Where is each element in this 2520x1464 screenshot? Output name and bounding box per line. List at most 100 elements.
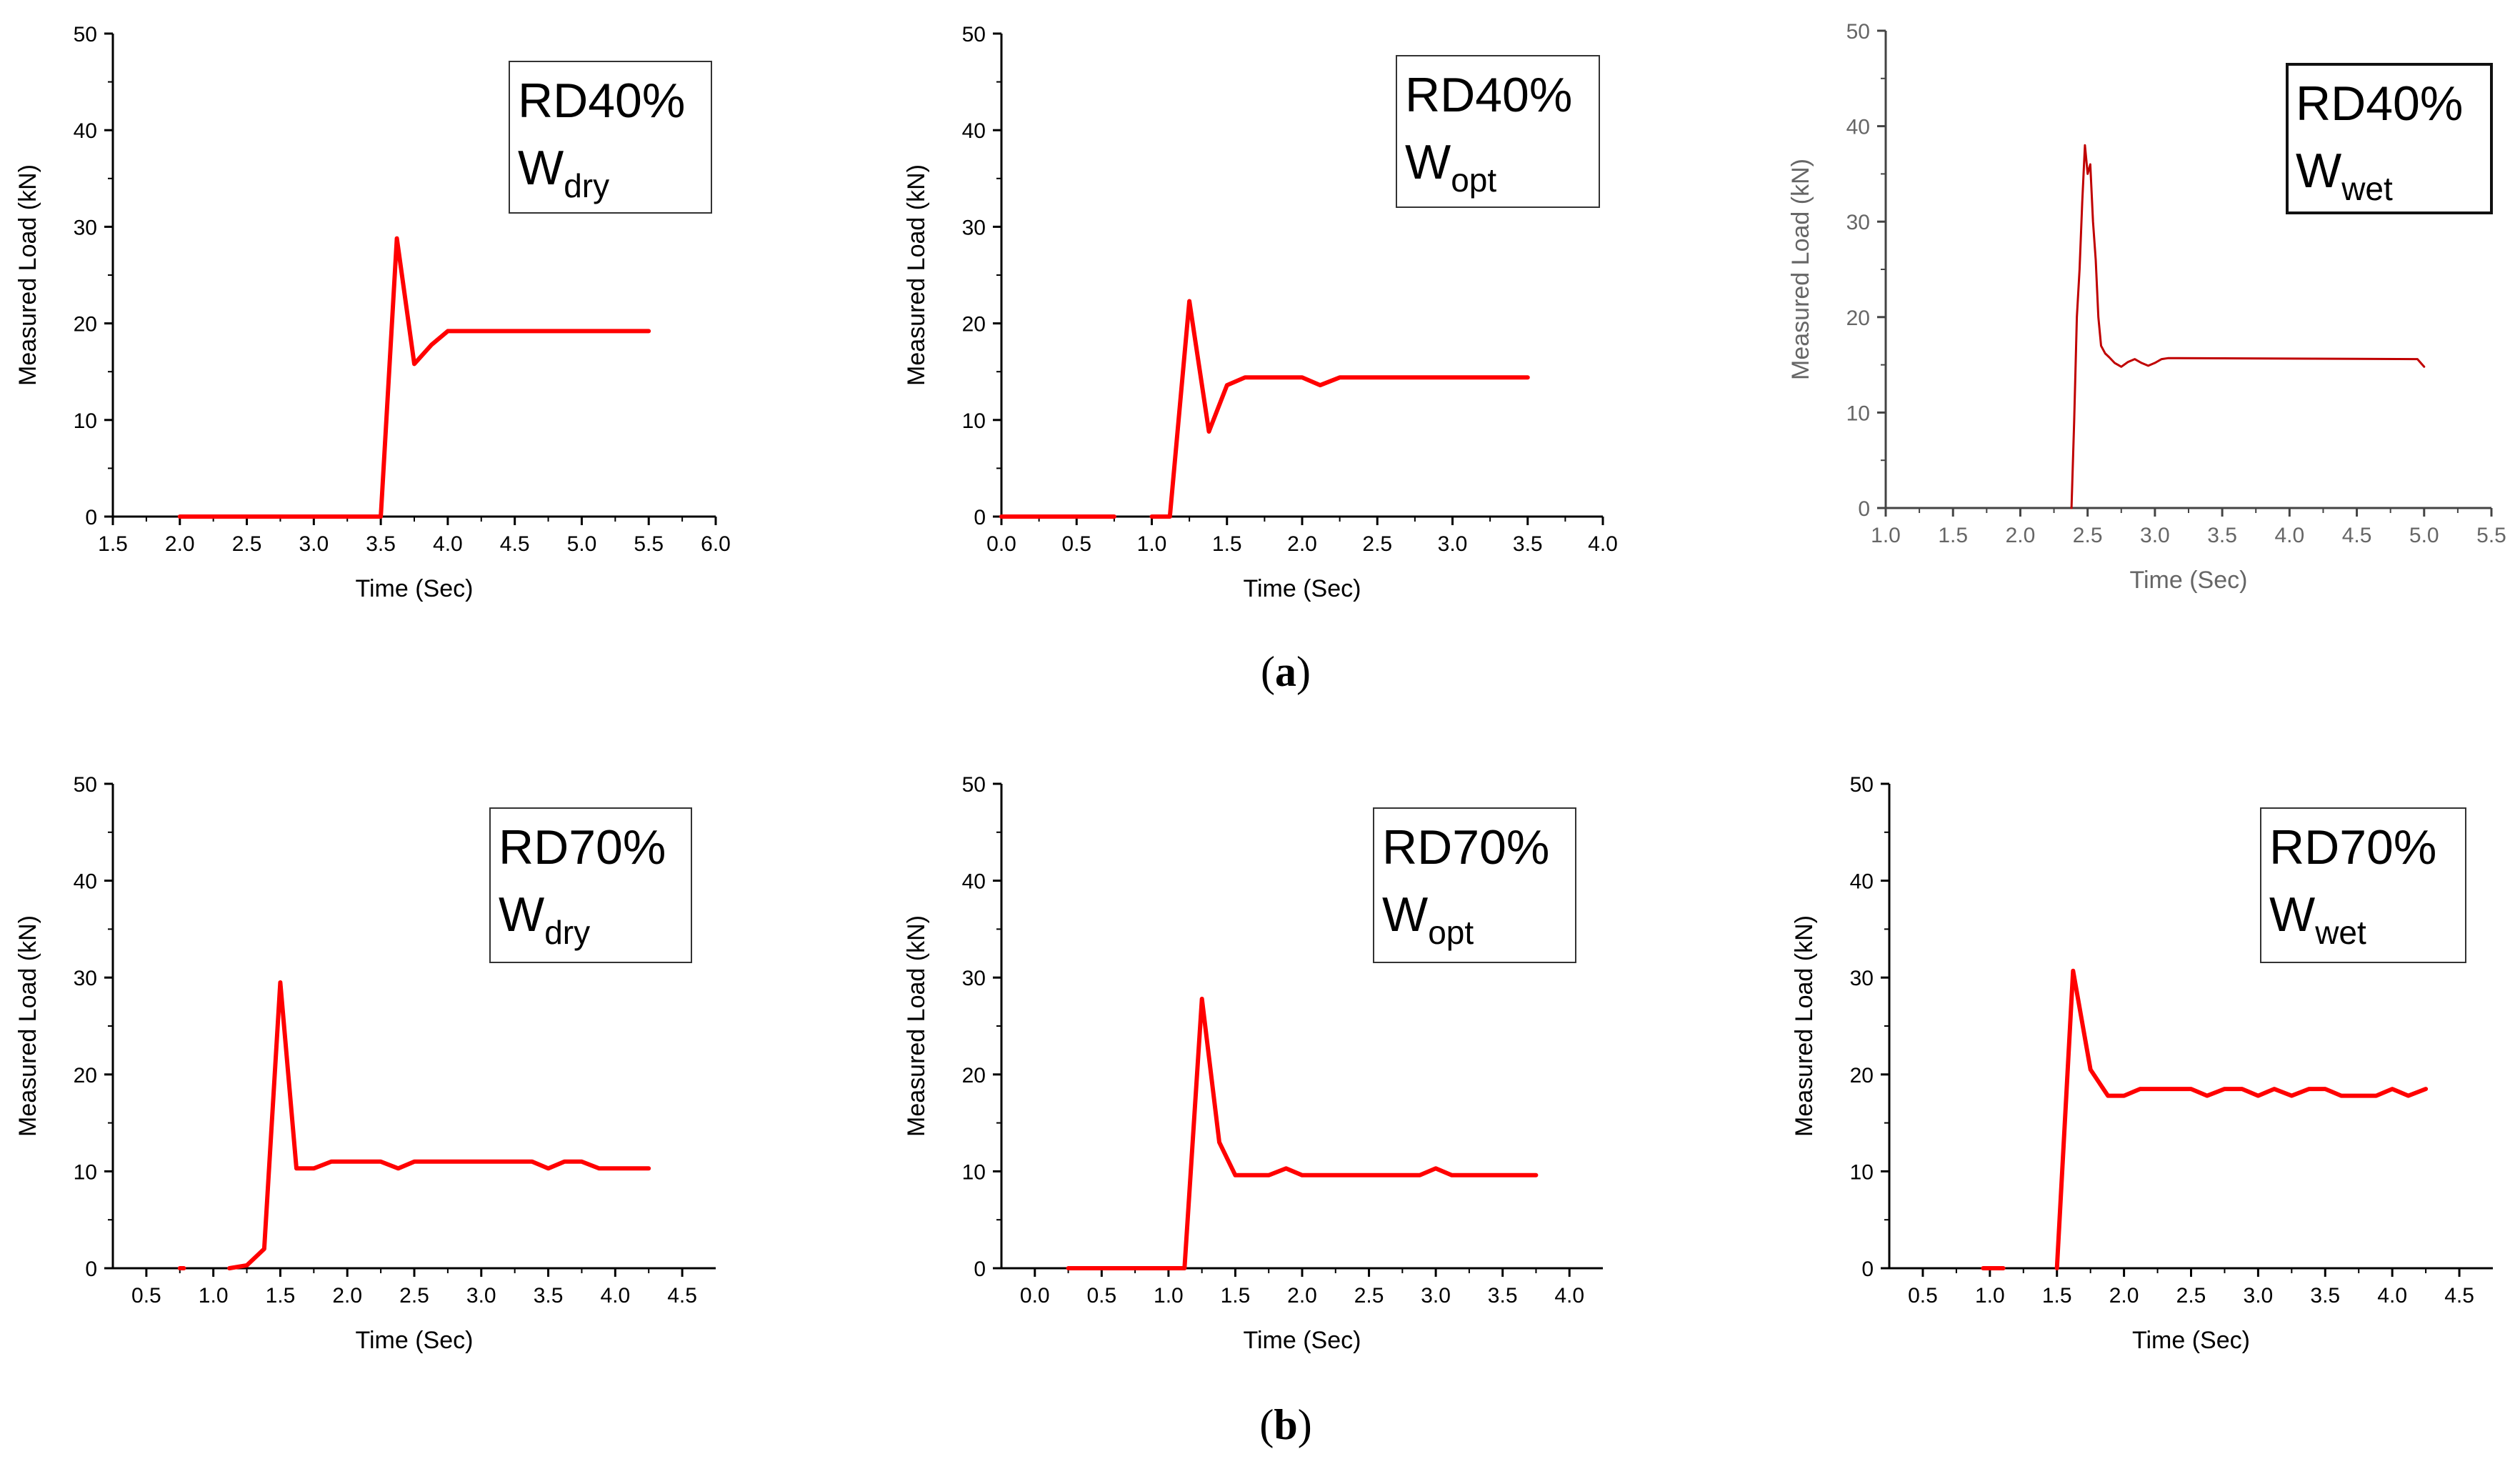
y-tick-label: 30 [1850, 967, 1874, 990]
x-tick-label: 1.0 [199, 1284, 229, 1308]
y-tick-label: 20 [74, 313, 97, 337]
x-tick-label: 3.5 [1513, 532, 1543, 556]
y-tick-label: 50 [962, 23, 986, 46]
x-tick-label: 5.0 [2409, 524, 2439, 547]
legend-sub-label: Wdry [499, 887, 590, 951]
x-tick-label: 3.5 [2310, 1284, 2340, 1308]
x-tick-label: 3.5 [534, 1284, 564, 1308]
y-tick-label: 10 [962, 409, 986, 433]
legend-box [2260, 807, 2466, 963]
legend-main-label: RD70% [499, 820, 666, 875]
series-line [1149, 299, 1530, 519]
legend-sub-base: W [1405, 135, 1451, 189]
x-tick-label: 6.0 [701, 532, 731, 556]
x-tick-label: 2.0 [1287, 532, 1317, 556]
y-tick-label: 10 [962, 1160, 986, 1184]
x-tick-label: 0.0 [1020, 1284, 1050, 1308]
legend-sub-label: Wwet [2269, 887, 2366, 951]
x-tick-label: 4.5 [500, 532, 530, 556]
y-axis-title: Measured Load (kN) [1791, 915, 1818, 1137]
y-axis-title: Measured Load (kN) [903, 164, 930, 386]
x-tick-label: 5.5 [2476, 524, 2506, 547]
x-tick-label: 1.0 [1871, 524, 1901, 547]
legend-subscript: opt [1428, 914, 1474, 951]
x-axis-title: Time (Sec) [1244, 575, 1361, 602]
x-tick-label: 4.0 [600, 1284, 630, 1308]
x-tick-label: 5.5 [634, 532, 664, 556]
y-tick-label: 20 [1850, 1064, 1874, 1087]
y-tick-label: 20 [74, 1064, 97, 1087]
legend-subscript: opt [1451, 161, 1496, 199]
x-tick-label: 1.0 [1975, 1284, 2005, 1308]
x-tick-label: 2.0 [165, 532, 195, 556]
x-tick-label: 3.0 [1438, 532, 1468, 556]
y-tick-label: 30 [74, 967, 97, 990]
y-tick-label: 40 [74, 870, 97, 894]
caption-letter: b [1274, 1401, 1297, 1448]
legend-subscript: wet [2341, 170, 2393, 207]
x-tick-label: 1.5 [1938, 524, 1968, 547]
x-axis-title: Time (Sec) [356, 575, 474, 602]
legend-sub-base: W [2269, 887, 2315, 942]
x-tick-label: 4.0 [1588, 532, 1618, 556]
legend-box [509, 61, 712, 214]
x-tick-label: 0.5 [1061, 532, 1091, 556]
y-tick-label: 10 [74, 1160, 97, 1184]
y-axis-title: Measured Load (kN) [903, 915, 930, 1137]
x-tick-label: 1.0 [1137, 532, 1167, 556]
x-tick-label: 2.5 [2176, 1284, 2206, 1308]
legend-box [489, 807, 692, 963]
x-tick-label: 1.5 [266, 1284, 296, 1308]
y-tick-label: 30 [962, 967, 986, 990]
x-tick-label: 1.5 [1221, 1284, 1251, 1308]
legend-sub-base: W [2296, 144, 2341, 198]
caption-close: ) [1296, 648, 1311, 695]
legend-sub-base: W [518, 141, 564, 195]
y-tick-label: 50 [1846, 20, 1870, 44]
x-tick-label: 4.5 [2342, 524, 2372, 547]
legend-box [1396, 55, 1600, 208]
x-tick-label: 2.5 [1354, 1284, 1384, 1308]
x-tick-label: 4.0 [433, 532, 463, 556]
x-tick-label: 1.5 [1212, 532, 1242, 556]
legend-sub-label: Wopt [1405, 135, 1496, 199]
caption-open: ( [1261, 648, 1275, 695]
x-tick-label: 3.0 [1421, 1284, 1451, 1308]
y-tick-label: 40 [1846, 116, 1870, 139]
series-line [2070, 144, 2426, 509]
legend-subscript: wet [2314, 914, 2366, 951]
legend-sub-base: W [1382, 887, 1428, 942]
x-tick-label: 3.5 [2207, 524, 2237, 547]
y-tick-label: 20 [962, 313, 986, 337]
y-tick-label: 20 [962, 1064, 986, 1087]
x-tick-label: 2.5 [1362, 532, 1392, 556]
y-tick-label: 40 [962, 119, 986, 143]
y-tick-label: 20 [1846, 307, 1870, 330]
legend-main-label: RD40% [2296, 76, 2463, 131]
x-tick-label: 0.0 [986, 532, 1016, 556]
y-tick-label: 30 [962, 216, 986, 239]
legend-sub-label: Wopt [1382, 887, 1474, 951]
x-axis-title: Time (Sec) [1244, 1327, 1361, 1354]
x-tick-label: 2.0 [332, 1284, 362, 1308]
y-tick-label: 0 [1858, 497, 1870, 521]
x-tick-label: 3.0 [2140, 524, 2170, 547]
chart-a2: 0 10 20 30 40 50 0.0 0.5 1.0 1.5 2.0 2.5 3.0 3.5 4.0 Ti… [903, 23, 1618, 602]
x-tick-label: 3.0 [466, 1284, 496, 1308]
legend-box [2286, 63, 2493, 214]
chart-a1: 0 10 20 30 40 50 1.5 2.0 2.5 3.0 3.5 4.0 4.5 5.0 5.5 6.… [14, 23, 731, 602]
y-tick-label: 30 [1846, 211, 1870, 234]
chart-a3: 0 10 20 30 40 50 1.0 1.5 2.0 2.5 3.0 3.5 4.0 4.5 5.0 5.… [1787, 20, 2506, 594]
series-line [2054, 968, 2429, 1270]
y-tick-label: 40 [74, 119, 97, 143]
y-tick-label: 50 [962, 773, 986, 797]
legend-main-label: RD40% [1405, 68, 1572, 122]
series-line [177, 236, 651, 519]
caption-open: ( [1259, 1401, 1274, 1448]
panel-caption: (a) [1261, 648, 1311, 695]
caption-letter: a [1275, 648, 1296, 695]
legend-main-label: RD40% [518, 74, 685, 128]
x-axis-title: Time (Sec) [356, 1327, 474, 1354]
legend-sub-base: W [499, 887, 544, 942]
